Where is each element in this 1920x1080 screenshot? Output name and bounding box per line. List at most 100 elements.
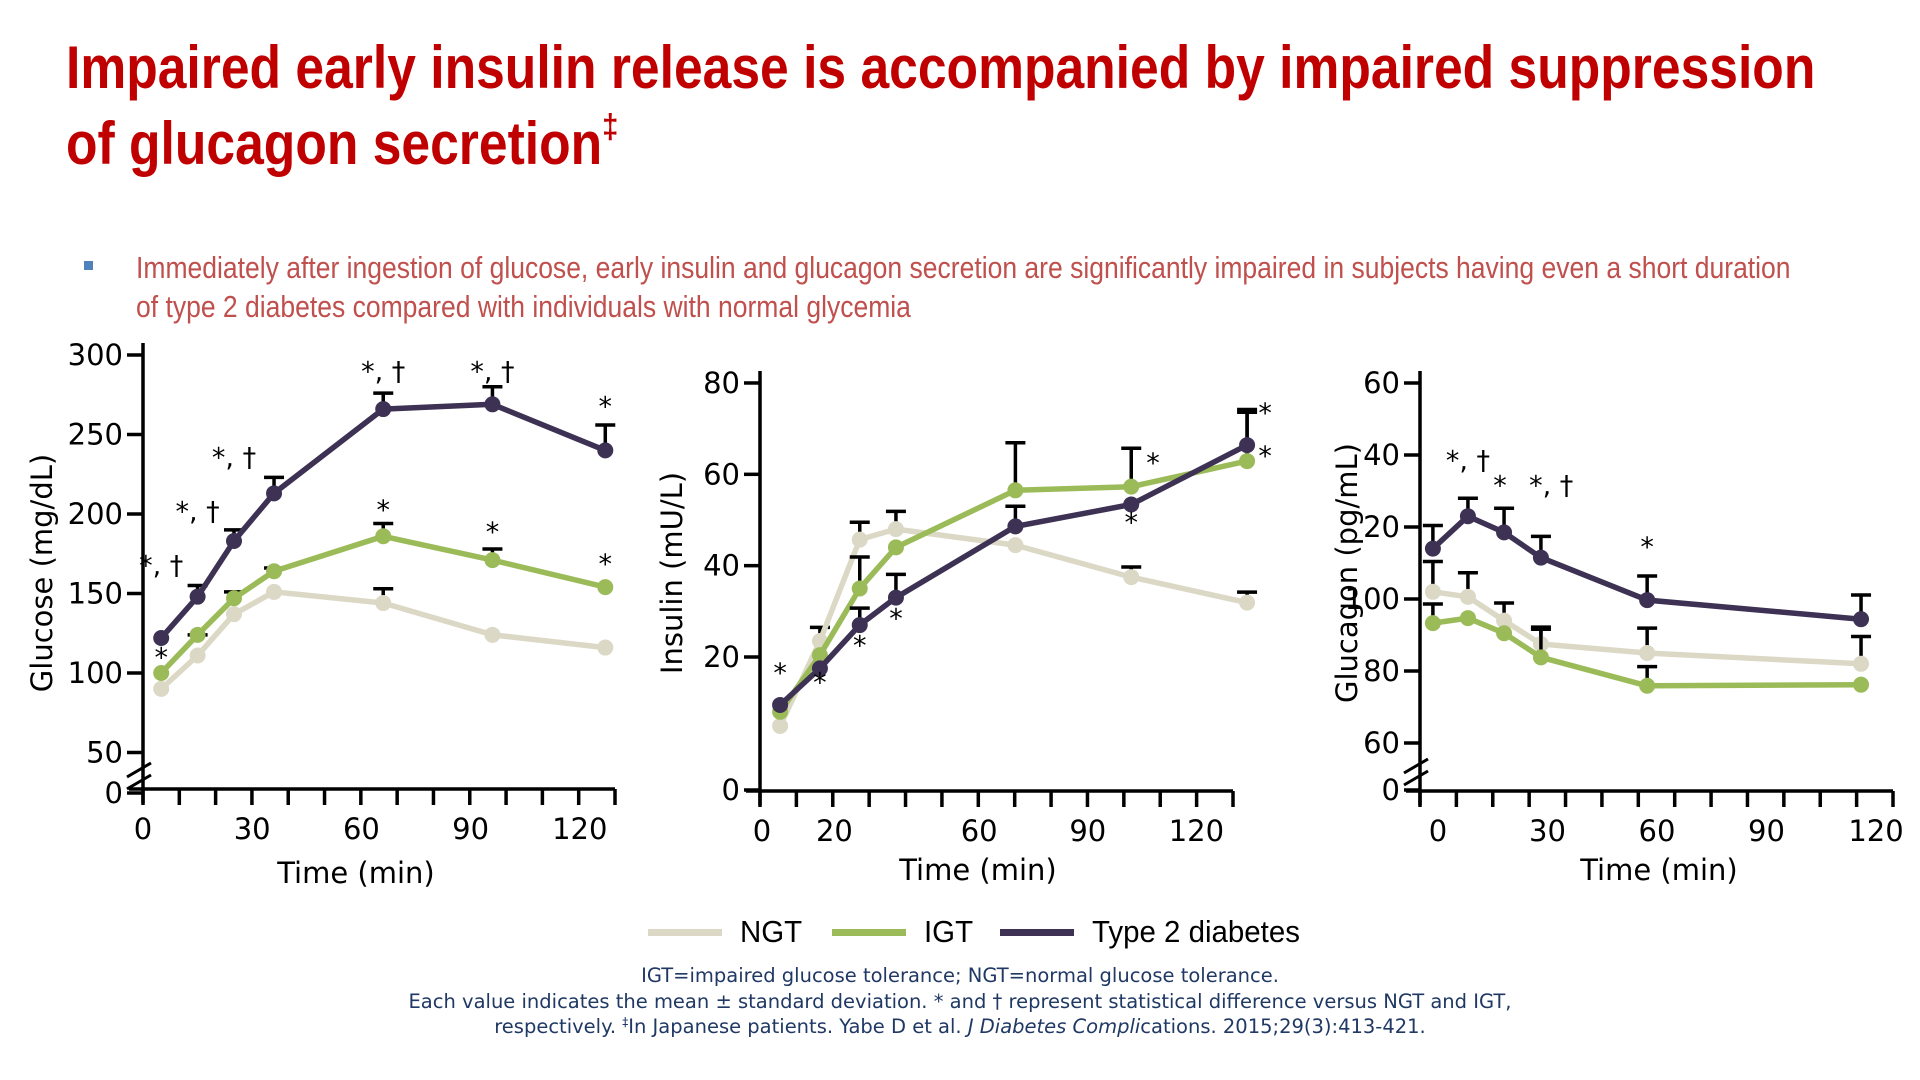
data-point-ngt xyxy=(887,521,904,538)
data-point-igt xyxy=(1239,453,1256,470)
series-t2d xyxy=(772,410,1258,713)
data-point-igt xyxy=(1496,625,1513,642)
data-point-t2d xyxy=(266,485,283,502)
x-axis-title: Time (min) xyxy=(276,856,435,890)
footnote-citation-authors: In Japanese patients. Yabe D et al. xyxy=(628,1015,968,1038)
data-point-t2d xyxy=(811,660,828,677)
y-tick-label: 20 xyxy=(703,640,740,674)
significance-annotation: * xyxy=(1124,507,1138,538)
data-point-t2d xyxy=(189,588,206,605)
data-point-t2d xyxy=(1459,508,1476,525)
significance-annotation: *, † xyxy=(1446,445,1490,476)
data-point-t2d xyxy=(153,630,170,647)
data-point-t2d xyxy=(772,696,789,713)
bullet-line-1: Immediately after ingestion of glucose, … xyxy=(136,250,1791,285)
axis-break-mark xyxy=(126,761,152,779)
data-point-ngt xyxy=(1639,645,1656,661)
y-tick-label: 0 xyxy=(722,773,740,807)
x-tick-label: 90 xyxy=(1748,814,1785,848)
data-point-t2d xyxy=(597,442,614,459)
x-tick-label: 20 xyxy=(816,814,853,848)
data-point-ngt xyxy=(226,606,242,623)
title-double-dagger: ‡ xyxy=(602,108,619,146)
y-tick-label: 80 xyxy=(703,366,740,400)
significance-annotation: * xyxy=(154,643,168,674)
data-point-igt xyxy=(811,647,828,664)
footnote-line-3: respectively. ‡In Japanese patients. Yab… xyxy=(0,1014,1920,1040)
x-tick-label: 120 xyxy=(1848,814,1903,848)
data-point-t2d xyxy=(484,396,501,413)
footnote-line-1: IGT=impaired glucose tolerance; NGT=norm… xyxy=(641,964,1279,987)
footnote-line-2: Each value indicates the mean ± standard… xyxy=(408,989,1512,1013)
significance-annotation: * xyxy=(599,391,613,422)
data-point-t2d xyxy=(1853,611,1870,628)
legend-swatch-ngt xyxy=(648,928,722,936)
y-axis-title: Glucagon (pg/mL) xyxy=(1330,443,1364,703)
significance-annotation: * xyxy=(1640,532,1654,563)
data-point-igt xyxy=(153,665,170,681)
data-point-t2d xyxy=(1532,549,1549,566)
significance-annotation: * xyxy=(486,517,500,548)
data-point-igt xyxy=(1853,676,1870,693)
legend-label-igt: IGT xyxy=(924,914,974,949)
significance-annotation: * xyxy=(376,495,390,526)
x-tick-label: 0 xyxy=(753,814,771,848)
data-point-t2d xyxy=(1424,540,1441,557)
y-tick-label: 0 xyxy=(1382,773,1400,807)
footnotes: IGT=impaired glucose tolerance; NGT=norm… xyxy=(0,963,1920,1040)
data-point-igt xyxy=(597,579,614,596)
series-ngt xyxy=(772,509,1258,734)
significance-annotation: *, † xyxy=(139,550,183,581)
significance-annotation: *, † xyxy=(212,442,256,473)
data-point-igt xyxy=(484,552,501,569)
legend-swatch-igt xyxy=(832,928,906,936)
data-point-t2d xyxy=(1639,592,1656,609)
x-tick-label: 60 xyxy=(961,814,998,848)
y-axis-title: Glucose (mg/dL) xyxy=(25,454,59,692)
data-point-igt xyxy=(1424,615,1441,632)
y-tick-label: 300 xyxy=(68,338,123,372)
data-point-ngt xyxy=(1459,588,1476,605)
x-tick-label: 30 xyxy=(234,812,271,846)
x-tick-label: 60 xyxy=(343,812,380,846)
data-point-ngt xyxy=(189,647,206,664)
data-point-t2d xyxy=(1496,524,1513,541)
legend-item-igt: IGT xyxy=(832,910,976,954)
chart-insulin: 80 60 40 20 00 20 60 90 120 Time (min) Insulin (mU… xyxy=(655,366,1272,887)
bullet-line-2: of type 2 diabetes compared with individ… xyxy=(136,289,911,324)
axis-break-mark xyxy=(1403,769,1429,787)
data-point-igt xyxy=(1532,649,1549,666)
y-tick-label: 250 xyxy=(68,418,123,452)
legend-swatch-t2d xyxy=(1000,928,1074,936)
significance-annotation: *, † xyxy=(470,356,514,387)
data-point-igt xyxy=(1459,610,1476,627)
significance-annotation: * xyxy=(1146,448,1160,479)
significance-annotation: * xyxy=(889,603,903,634)
significance-annotation: * xyxy=(1258,398,1272,429)
title-line-1: Impaired early insulin release is accomp… xyxy=(66,34,1816,101)
data-point-igt xyxy=(266,563,283,580)
data-point-ngt xyxy=(1239,594,1256,611)
y-tick-label: 100 xyxy=(68,656,123,690)
significance-annotation: *, † xyxy=(361,356,405,387)
legend-item-t2d: Type 2 diabetes xyxy=(1000,910,1311,954)
y-tick-label: 20 xyxy=(1363,510,1400,544)
data-point-ngt xyxy=(1123,569,1140,586)
footnote-double-dagger: ‡ xyxy=(622,1015,629,1029)
data-point-t2d xyxy=(887,589,904,606)
significance-annotation: * xyxy=(1258,441,1272,472)
series-igt xyxy=(1422,602,1870,694)
x-tick-label: 60 xyxy=(1639,814,1676,848)
chart-glucagon: 60 40 20 100 80 60 00 30 60 90 120 Time (min) Glucag… xyxy=(1330,366,1904,887)
x-axis-title: Time (min) xyxy=(898,853,1057,887)
legend-label-t2d: Type 2 diabetes xyxy=(1092,914,1300,949)
data-point-t2d xyxy=(1007,518,1024,535)
axis-break-mark xyxy=(1403,757,1429,775)
data-point-igt xyxy=(1639,677,1656,694)
y-tick-label: 40 xyxy=(1363,438,1400,472)
data-point-t2d xyxy=(851,617,868,634)
data-point-ngt xyxy=(851,531,868,548)
data-point-t2d xyxy=(1123,496,1140,513)
significance-annotation: * xyxy=(1493,471,1507,502)
y-tick-label: 100 xyxy=(1345,582,1400,616)
